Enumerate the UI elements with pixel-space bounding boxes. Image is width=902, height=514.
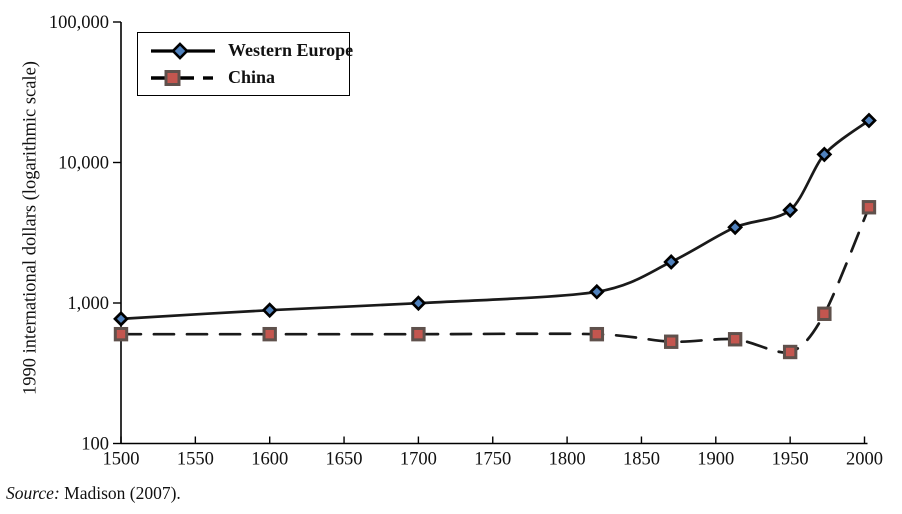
western-europe-marker <box>261 302 278 319</box>
x-tick-label: 1700 <box>400 450 437 470</box>
legend: Western Europe China <box>137 32 353 96</box>
source-note: Source: Madison (2007). <box>6 483 181 504</box>
china-marker <box>262 326 277 342</box>
western-europe-marker <box>782 202 799 219</box>
x-tick-label: 2000 <box>846 450 883 470</box>
x-tick-label: 1800 <box>549 450 586 470</box>
x-tick-label: 1850 <box>623 450 660 470</box>
china-marker <box>589 326 605 342</box>
china-marker <box>113 326 129 342</box>
china-marker <box>727 332 743 347</box>
diamond-marker-icon <box>151 41 215 60</box>
source-text: Madison (2007). <box>59 483 181 503</box>
x-tick-label: 1750 <box>474 450 511 470</box>
china-marker <box>861 200 877 215</box>
square-marker-icon <box>151 69 213 86</box>
legend-item-china: China <box>149 67 349 88</box>
x-tick-label: 1600 <box>251 450 288 470</box>
legend-diamond <box>171 41 189 60</box>
china-marker <box>663 334 679 349</box>
china-line <box>119 205 871 354</box>
western-europe-marker <box>816 146 833 163</box>
western-europe-marker <box>113 310 129 327</box>
legend-square <box>164 69 181 86</box>
western-europe-marker <box>861 112 877 129</box>
y-axis-title: 1990 international dollars (logarithmic … <box>20 61 41 395</box>
china-marker <box>411 326 426 342</box>
western-europe-marker <box>588 283 605 300</box>
y-tick-label: 100 <box>81 435 109 455</box>
x-tick-label: 1900 <box>697 450 734 470</box>
legend-label-china: China <box>228 67 276 87</box>
x-tick-label: 1500 <box>103 450 140 470</box>
y-tick-label: 1,000 <box>67 294 109 314</box>
western-europe-marker <box>663 254 680 270</box>
x-tick-label: 1550 <box>177 450 214 470</box>
x-tick-label: 1650 <box>326 450 363 470</box>
x-tick-label: 1950 <box>772 450 809 470</box>
western-europe-marker <box>410 295 427 312</box>
china-marker <box>817 306 832 321</box>
source-prefix: Source: <box>6 483 60 503</box>
china-marker <box>782 344 798 360</box>
legend-label-western-europe: Western Europe <box>228 40 354 60</box>
western-europe-line <box>119 119 871 321</box>
y-tick-label: 100,000 <box>49 13 109 33</box>
y-tick-label: 10,000 <box>58 154 109 174</box>
legend-item-western-europe: Western Europe <box>149 40 353 61</box>
western-europe-marker <box>727 219 744 236</box>
